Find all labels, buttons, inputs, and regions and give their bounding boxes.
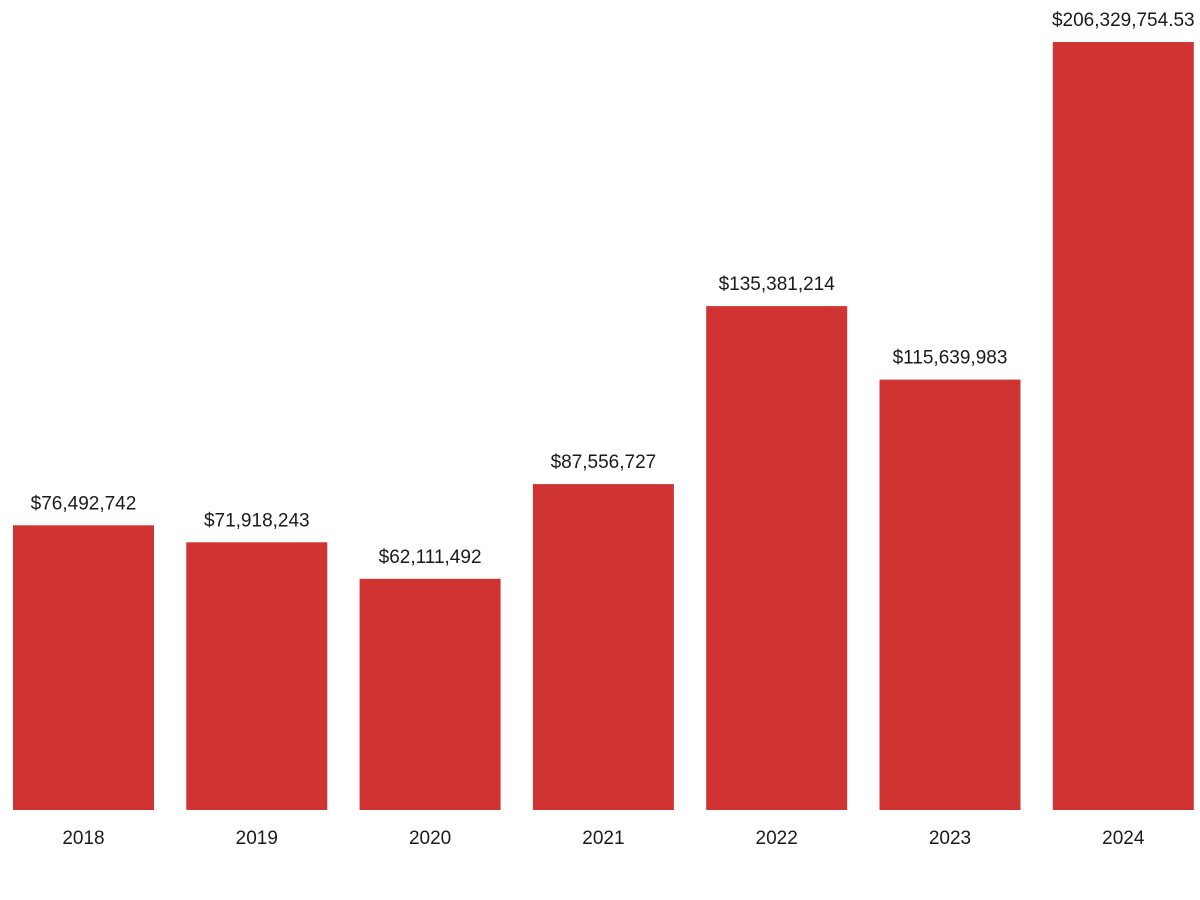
bar-2023: [879, 379, 1021, 810]
x-tick-label-2024: 2024: [1102, 828, 1145, 849]
bar-2022: [706, 306, 848, 810]
data-label-2024: $206,329,754.53: [1052, 10, 1195, 31]
x-tick-label-2023: 2023: [929, 828, 971, 849]
data-labels-layer: $76,492,742 $71,918,243 $62,111,492 $87,556…: [31, 10, 1195, 568]
data-label-2021: $87,556,727: [551, 452, 657, 473]
data-label-2018: $76,492,742: [31, 493, 137, 514]
x-tick-label-2019: 2019: [236, 828, 278, 849]
data-label-2023: $115,639,983: [893, 348, 1008, 369]
bar-2018: [13, 525, 154, 810]
bars-layer: [13, 42, 1194, 810]
bar-2019: [186, 542, 328, 810]
x-axis-tick-labels: 2018 2019 2020 2021 2022 2023 2024: [62, 828, 1145, 849]
x-tick-label-2022: 2022: [756, 828, 798, 849]
x-tick-label-2018: 2018: [62, 828, 104, 849]
bar-2021: [532, 484, 674, 810]
bar-2024: [1052, 42, 1194, 810]
data-label-2019: $71,918,243: [204, 510, 310, 531]
data-label-2020: $62,111,492: [379, 547, 482, 568]
data-label-2022: $135,381,214: [719, 274, 836, 295]
x-tick-label-2020: 2020: [409, 828, 451, 849]
x-tick-label-2021: 2021: [582, 828, 624, 849]
bar-2020: [359, 578, 501, 810]
